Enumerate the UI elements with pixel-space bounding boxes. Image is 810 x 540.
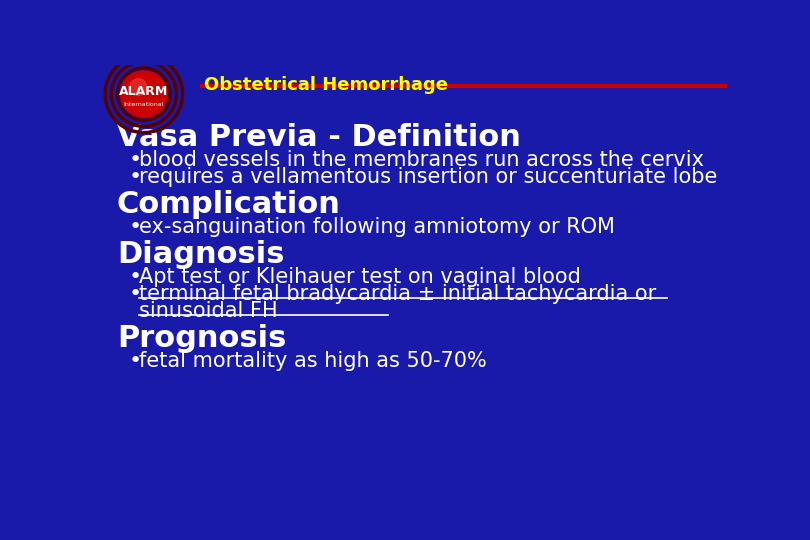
Text: ex-sanguination following amniotomy or ROM: ex-sanguination following amniotomy or R… (139, 217, 615, 237)
Text: Obstetrical Hemorrhage: Obstetrical Hemorrhage (203, 76, 448, 94)
Text: Complication: Complication (117, 190, 341, 219)
Text: International: International (124, 102, 164, 106)
Text: •: • (128, 267, 142, 287)
Text: •: • (128, 150, 142, 170)
Text: •: • (128, 284, 142, 304)
Text: •: • (128, 217, 142, 237)
Text: blood vessels in the membranes run across the cervix: blood vessels in the membranes run acros… (139, 150, 704, 170)
Text: Prognosis: Prognosis (117, 325, 286, 353)
Text: •: • (128, 351, 142, 371)
Text: sinusoidal FH: sinusoidal FH (139, 301, 278, 321)
Text: Apt test or Kleihauer test on vaginal blood: Apt test or Kleihauer test on vaginal bl… (139, 267, 581, 287)
Text: fetal mortality as high as 50-70%: fetal mortality as high as 50-70% (139, 351, 487, 371)
Text: Diagnosis: Diagnosis (117, 240, 284, 269)
Text: •: • (128, 167, 142, 187)
Circle shape (121, 71, 167, 117)
Circle shape (130, 79, 147, 96)
Text: terminal fetal bradycardia ± initial tachycardia or: terminal fetal bradycardia ± initial tac… (139, 284, 656, 304)
Text: requires a vellamentous insertion or succenturiate lobe: requires a vellamentous insertion or suc… (139, 167, 718, 187)
Text: Vasa Previa - Definition: Vasa Previa - Definition (117, 123, 521, 152)
Text: ALARM: ALARM (119, 85, 168, 98)
